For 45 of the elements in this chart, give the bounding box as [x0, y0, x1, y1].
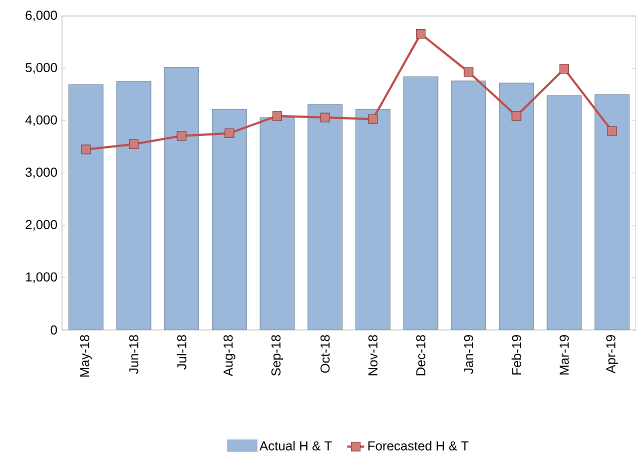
bar — [116, 81, 151, 330]
x-tick-label: Mar-19 — [560, 335, 569, 374]
point — [176, 131, 186, 141]
bar — [164, 67, 199, 330]
x-tick-label: Feb-19 — [512, 335, 522, 374]
point — [128, 139, 139, 150]
point — [272, 111, 282, 121]
x-tick-label: Sep-18 — [271, 335, 284, 376]
bar — [451, 80, 486, 330]
bar — [594, 94, 630, 330]
bar — [212, 109, 247, 330]
x-tick-label: May-18 — [80, 335, 92, 377]
point — [512, 111, 522, 121]
bar — [308, 104, 342, 330]
legend-label: Actual H & T — [260, 440, 332, 450]
y-tick-label: 3,000 — [26, 168, 57, 178]
bar — [356, 109, 390, 330]
point — [559, 64, 570, 74]
legend-label: Forecasted H & T — [368, 440, 468, 450]
bar — [404, 76, 438, 330]
x-tick-label: Jan-19 — [464, 335, 474, 374]
bar — [499, 82, 534, 330]
x-tick-label: Oct-18 — [320, 335, 330, 373]
bar — [547, 96, 582, 330]
point — [224, 128, 234, 138]
x-tick-label: Aug-18 — [224, 335, 236, 376]
bar — [260, 118, 294, 330]
y-tick-label: 6,000 — [26, 10, 57, 22]
y-tick-label: 4,000 — [25, 115, 57, 126]
point — [416, 29, 426, 39]
x-tick-label: Jul-18 — [176, 335, 186, 370]
point — [320, 112, 330, 122]
x-tick-label: Jun-18 — [129, 335, 138, 374]
point — [607, 126, 617, 136]
point — [81, 144, 91, 154]
y-tick-label: 2,000 — [26, 220, 57, 231]
point — [368, 114, 378, 124]
x-tick-label: Dec-18 — [416, 335, 426, 376]
x-tick-label: Apr-19 — [606, 335, 618, 374]
y-tick-label: 0 — [50, 325, 57, 335]
y-tick-label: 1,000 — [26, 272, 57, 284]
point — [464, 67, 474, 77]
y-tick-label: 5,000 — [26, 62, 57, 74]
x-tick-label: Nov-18 — [368, 335, 378, 376]
bar — [68, 84, 104, 330]
